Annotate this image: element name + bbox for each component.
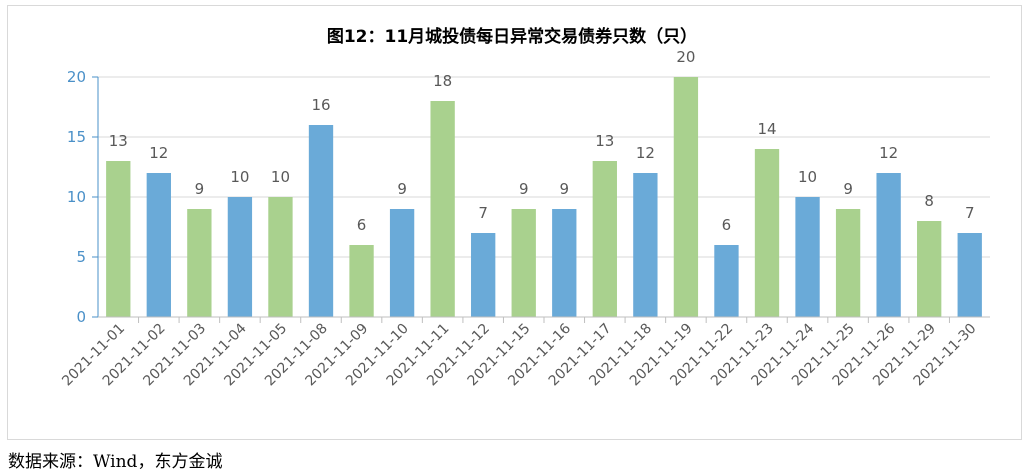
data-label: 9 [519, 180, 529, 198]
bar-2021-11-01 [106, 161, 131, 317]
data-label: 6 [357, 216, 367, 234]
bar-2021-11-11 [430, 101, 455, 317]
data-label: 10 [230, 168, 249, 186]
data-label: 18 [433, 72, 452, 90]
data-label: 9 [843, 180, 853, 198]
data-label: 16 [311, 96, 330, 114]
bar-2021-11-29 [917, 221, 942, 317]
data-label: 14 [757, 120, 776, 138]
bar-2021-11-25 [835, 209, 861, 317]
y-tick-label: 20 [67, 68, 86, 86]
bar-2021-11-10 [389, 209, 415, 317]
bar-2021-11-30 [957, 233, 982, 317]
bar-2021-11-23 [754, 149, 780, 317]
bar-2021-11-24 [795, 197, 820, 317]
bars [106, 77, 982, 317]
y-tick-label: 5 [76, 248, 86, 266]
data-label: 10 [271, 168, 290, 186]
source-note: 数据来源：Wind，东方金诚 [8, 452, 223, 472]
bar-2021-11-19 [673, 77, 699, 317]
bar-2021-11-18 [633, 173, 658, 317]
data-label: 13 [595, 132, 614, 150]
data-label: 9 [559, 180, 569, 198]
bar-2021-11-17 [592, 161, 617, 317]
bar-2021-11-04 [227, 197, 253, 317]
bar-2021-11-22 [714, 245, 739, 317]
data-label: 8 [924, 192, 934, 210]
y-tick-label: 10 [67, 188, 86, 206]
bar-2021-11-26 [876, 173, 901, 317]
data-label: 12 [149, 144, 168, 162]
chart-title: 图12：11月城投债每日异常交易债券只数（只） [327, 26, 697, 47]
x-axis: 2021-11-012021-11-022021-11-032021-11-04… [59, 316, 990, 389]
data-label: 12 [636, 144, 655, 162]
bar-2021-11-16 [552, 209, 577, 317]
data-labels: 13 12 9 10 10 16 6 9 18 7 9 9 13 12 20 6 14 10 9 12 8 7 [109, 48, 975, 234]
data-label: 10 [798, 168, 817, 186]
bar-2021-11-12 [471, 233, 496, 317]
data-label: 20 [676, 48, 695, 66]
data-label: 13 [109, 132, 128, 150]
data-label: 7 [478, 204, 488, 222]
bar-2021-11-08 [308, 125, 334, 317]
data-label: 12 [879, 144, 898, 162]
data-label: 7 [965, 204, 975, 222]
bar-2021-11-15 [511, 209, 536, 317]
bar-2021-11-03 [187, 209, 212, 317]
y-tick-label: 0 [76, 308, 86, 326]
bar-2021-11-05 [268, 197, 293, 317]
data-label: 9 [397, 180, 407, 198]
bar-2021-11-09 [349, 245, 374, 317]
data-label: 9 [195, 180, 205, 198]
bar-2021-11-02 [146, 173, 171, 317]
y-tick-label: 15 [67, 128, 86, 146]
y-axis: 0 5 10 15 20 [67, 68, 99, 326]
data-label: 6 [722, 216, 732, 234]
